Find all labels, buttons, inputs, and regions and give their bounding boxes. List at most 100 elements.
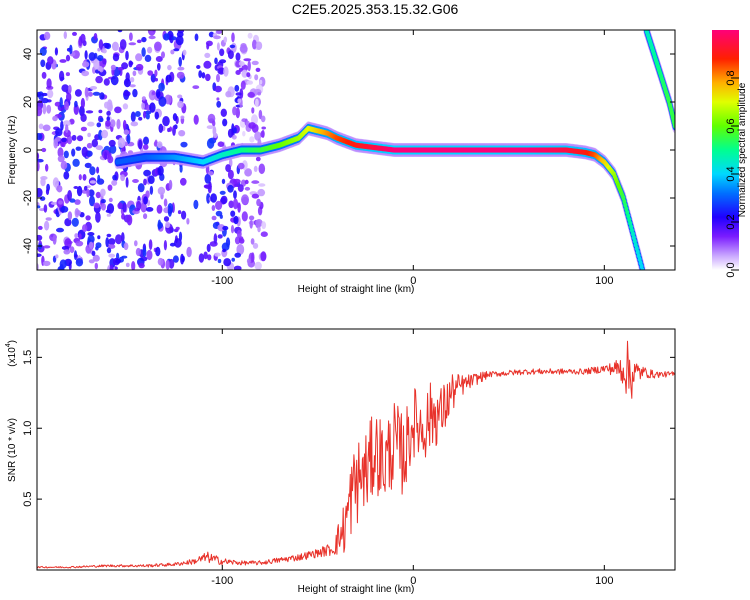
noise-blob (147, 30, 156, 36)
noise-blob (108, 238, 116, 246)
noise-blob (243, 58, 252, 62)
noise-blob (167, 64, 172, 71)
noise-blob (62, 120, 71, 127)
noise-blob (136, 200, 142, 211)
noise-blob (175, 35, 184, 46)
noise-blob (215, 200, 223, 210)
noise-blob (37, 152, 40, 160)
spec-x-tick-label: 0 (410, 275, 416, 287)
noise-blob (106, 247, 112, 254)
noise-blob (54, 47, 59, 56)
noise-blob (251, 180, 260, 184)
noise-blob (225, 91, 232, 98)
noise-blob (219, 214, 223, 219)
spec-y-tick-label: 0 (22, 147, 34, 153)
noise-blob (37, 234, 43, 241)
noise-blob (217, 141, 225, 147)
snr-background (37, 329, 675, 570)
noise-blob (67, 84, 72, 94)
noise-blob (57, 104, 65, 112)
noise-blob (143, 169, 152, 177)
noise-blob (41, 71, 47, 79)
noise-blob (157, 165, 164, 176)
noise-blob (117, 202, 123, 210)
noise-blob (147, 175, 155, 184)
noise-blob (38, 123, 44, 130)
snr-y-tick-label: 1.5 (22, 350, 34, 365)
noise-blob (80, 113, 87, 123)
noise-blob (260, 130, 265, 138)
noise-blob (153, 141, 158, 147)
noise-blob (168, 179, 173, 190)
noise-blob (223, 66, 229, 77)
noise-blob (165, 259, 170, 270)
noise-blob (75, 240, 84, 247)
noise-blob (258, 163, 266, 175)
noise-blob (72, 158, 80, 167)
noise-blob (78, 233, 82, 240)
noise-blob (233, 215, 239, 225)
noise-blob (63, 249, 71, 255)
noise-blob (66, 92, 72, 102)
noise-blob (64, 238, 72, 249)
noise-blob (73, 186, 79, 189)
noise-blob (168, 258, 175, 269)
noise-blob (122, 119, 127, 131)
noise-blob (217, 67, 226, 75)
noise-blob (55, 136, 61, 142)
noise-blob (227, 50, 234, 60)
noise-blob (260, 251, 267, 262)
noise-blob (96, 166, 100, 174)
noise-blob (244, 168, 253, 177)
noise-blob (37, 225, 43, 230)
spectrogram-ridge-layer (114, 30, 675, 270)
noise-blob (76, 135, 84, 142)
noise-blob (146, 249, 153, 261)
snr-x-tick-label: 0 (410, 575, 416, 587)
noise-blob (148, 239, 153, 251)
noise-blob (95, 242, 102, 249)
noise-blob (74, 100, 78, 108)
noise-blob (92, 91, 101, 96)
colorbar-ticks: 0.0 0.2 0.4 0.6 0.8 (725, 70, 739, 278)
colorbar-gradient (712, 30, 739, 270)
noise-blob (82, 224, 88, 233)
noise-blob (75, 210, 82, 216)
noise-blob (155, 246, 161, 257)
noise-blob (171, 36, 177, 41)
noise-blob (248, 122, 257, 129)
noise-blob (88, 91, 93, 97)
noise-blob (46, 104, 52, 114)
noise-blob (198, 70, 203, 78)
noise-blob (232, 198, 239, 210)
noise-blob (220, 195, 228, 205)
noise-blob (158, 82, 165, 92)
noise-blob (151, 91, 156, 95)
noise-blob (86, 142, 93, 149)
noise-blob (40, 176, 48, 180)
noise-blob (206, 43, 210, 50)
noise-blob (211, 205, 216, 211)
noise-blob (247, 91, 255, 98)
noise-blob (157, 257, 164, 266)
noise-blob (101, 129, 109, 139)
snr-x-tick-label: -100 (211, 575, 233, 587)
noise-blob (141, 102, 146, 110)
noise-blob (251, 193, 260, 199)
noise-blob (47, 56, 54, 65)
noise-blob (95, 211, 101, 223)
noise-blob (177, 94, 183, 99)
noise-blob (42, 103, 47, 115)
noise-blob (83, 185, 88, 191)
noise-blob (74, 89, 82, 97)
noise-blob (178, 56, 182, 67)
noise-blob (205, 73, 211, 82)
noise-blob (109, 264, 114, 270)
noise-blob (204, 52, 211, 59)
noise-blob (39, 196, 46, 201)
noise-blob (163, 240, 167, 251)
noise-blob (64, 101, 69, 111)
noise-blob (216, 42, 220, 51)
noise-blob (43, 204, 48, 213)
noise-blob (214, 57, 218, 65)
